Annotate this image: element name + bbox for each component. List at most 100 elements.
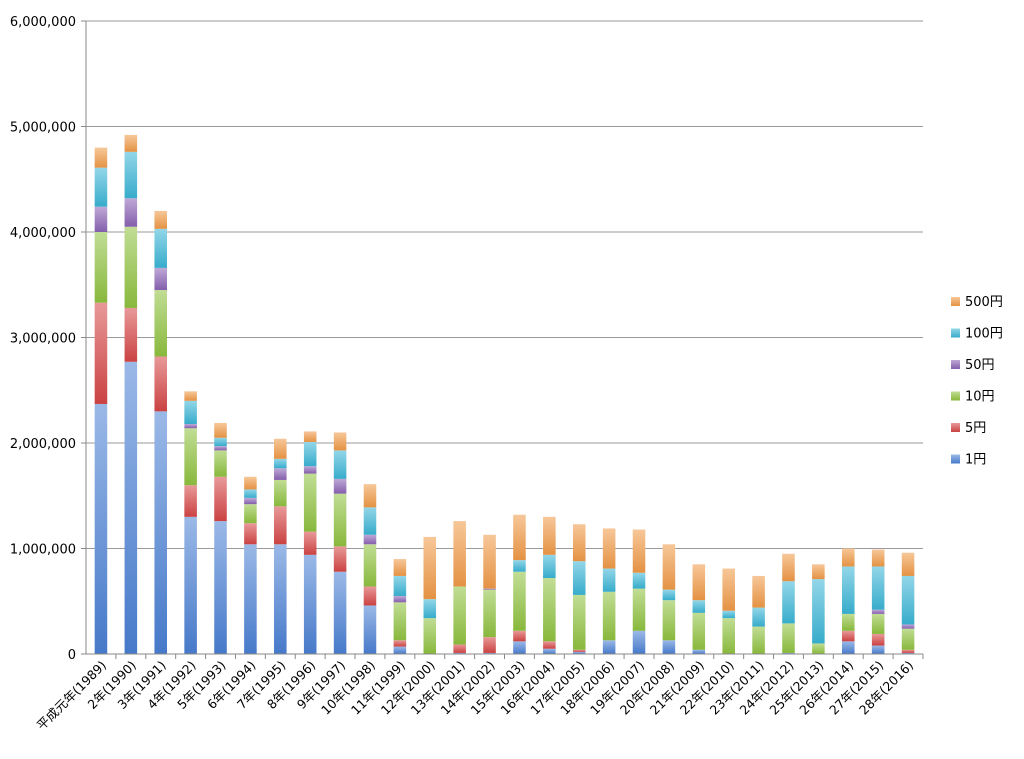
bar-segment-5円 xyxy=(901,649,915,653)
bar-segment-100円 xyxy=(782,581,795,624)
bar-segment-5円 xyxy=(184,485,197,517)
grid-lines xyxy=(86,20,923,549)
bar-segment-10円 xyxy=(184,428,197,486)
bar-segment-10円 xyxy=(274,479,287,507)
bar-segment-100円 xyxy=(812,579,825,644)
bar-segment-500円 xyxy=(602,528,616,569)
bar-segment-1円 xyxy=(214,521,227,654)
bar-segment-1円 xyxy=(453,652,466,654)
bar-segment-5円 xyxy=(154,356,168,412)
bar-segment-10円 xyxy=(94,232,108,303)
bar-segment-10円 xyxy=(752,626,765,654)
bar-segment-500円 xyxy=(841,548,855,567)
bar-segment-1円 xyxy=(662,640,676,654)
legend-swatch xyxy=(951,454,960,464)
bar-segment-100円 xyxy=(543,554,556,579)
bar-segment-10円 xyxy=(154,290,168,357)
bar-segment-10円 xyxy=(632,588,646,631)
bar-segment-500円 xyxy=(782,553,795,582)
bar-segment-10円 xyxy=(393,602,407,641)
bar-segment-10円 xyxy=(303,473,317,532)
bar-segment-500円 xyxy=(871,549,885,567)
bar-segment-1円 xyxy=(692,649,706,654)
y-tick-label: 2,000,000 xyxy=(10,437,76,452)
bar-segment-500円 xyxy=(632,529,646,573)
bar-segment-10円 xyxy=(692,612,706,650)
legend-label: 50円 xyxy=(965,358,995,373)
bar-segment-50円 xyxy=(901,624,915,629)
bar-segment-1円 xyxy=(871,645,885,654)
bar-segment-5円 xyxy=(214,476,227,522)
bar-segment-5円 xyxy=(303,531,317,555)
bar-segment-100円 xyxy=(423,599,437,619)
y-tick-label: 6,000,000 xyxy=(10,15,76,30)
bar-segment-10円 xyxy=(841,613,855,631)
bar-segment-500円 xyxy=(812,564,825,580)
bar-segment-1円 xyxy=(393,646,407,654)
bar-segment-100円 xyxy=(184,400,197,425)
bar-segment-100円 xyxy=(363,507,377,535)
legend: 500円 100円 50円 10円 5円 1円 xyxy=(951,295,1003,468)
bar-segment-5円 xyxy=(393,640,407,647)
legend-swatch xyxy=(951,423,960,432)
bar-segment-500円 xyxy=(692,564,706,601)
bar-segment-1円 xyxy=(94,403,108,654)
bar-segment-500円 xyxy=(363,484,377,508)
legend-label: 500円 xyxy=(965,295,1003,310)
y-tick-label: 4,000,000 xyxy=(10,226,76,241)
bar-segment-500円 xyxy=(572,524,586,562)
y-tick-label: 0 xyxy=(68,648,76,663)
bar-segment-5円 xyxy=(274,506,287,545)
bar-segment-100円 xyxy=(692,600,706,613)
axes xyxy=(81,20,924,659)
bar-segment-5円 xyxy=(483,637,496,653)
bar-segment-500円 xyxy=(393,559,407,576)
bar-segment-5円 xyxy=(453,644,466,653)
bar-segment-500円 xyxy=(244,476,257,490)
bar-segment-1円 xyxy=(602,640,616,654)
bar-segment-50円 xyxy=(244,497,257,505)
bar-segment-1円 xyxy=(572,651,586,654)
bar-segment-500円 xyxy=(483,534,496,589)
bar-segment-10円 xyxy=(722,618,735,654)
bar-segment-100円 xyxy=(393,575,407,596)
bars xyxy=(94,134,915,654)
bar-segment-100円 xyxy=(154,228,168,268)
bar-segment-100円 xyxy=(602,568,616,592)
bar-segment-100円 xyxy=(513,560,526,572)
legend-swatch xyxy=(951,328,960,338)
y-tick-labels: 0 1,000,000 2,000,000 3,000,000 4,000,000 5,0… xyxy=(10,15,76,663)
bar-segment-1円 xyxy=(513,641,526,654)
bar-segment-500円 xyxy=(214,422,227,438)
legend-label: 10円 xyxy=(965,390,995,405)
bar-segment-10円 xyxy=(901,628,915,650)
bar-segment-50円 xyxy=(483,588,496,590)
bar-segment-500円 xyxy=(94,147,108,168)
bar-segment-50円 xyxy=(154,267,168,291)
bar-segment-100円 xyxy=(901,575,915,625)
bar-segment-50円 xyxy=(393,595,407,603)
bar-segment-10円 xyxy=(602,591,616,641)
bar-segment-100円 xyxy=(124,151,138,199)
bar-segment-1円 xyxy=(244,544,257,654)
bar-segment-500円 xyxy=(662,544,676,590)
bar-segment-500円 xyxy=(333,432,347,451)
bar-segment-500円 xyxy=(722,568,735,611)
bar-segment-50円 xyxy=(303,466,317,474)
bar-segment-100円 xyxy=(662,589,676,601)
bar-segment-1円 xyxy=(841,641,855,654)
bar-segment-1円 xyxy=(363,605,377,654)
x-tick-labels: 平成元年(1989)2年(1990)3年(1991)4年(1992)5年(199… xyxy=(34,658,916,733)
bar-segment-10円 xyxy=(124,226,138,308)
bar-segment-50円 xyxy=(274,468,287,480)
bar-segment-100円 xyxy=(871,566,885,610)
bar-segment-50円 xyxy=(363,534,377,545)
bar-segment-1円 xyxy=(483,652,496,654)
legend-label: 1円 xyxy=(965,453,986,468)
bar-segment-100円 xyxy=(632,572,646,589)
legend-label: 100円 xyxy=(965,327,1003,342)
bar-segment-500円 xyxy=(303,431,317,442)
bar-segment-1円 xyxy=(543,648,556,654)
bar-segment-5円 xyxy=(244,523,257,545)
bar-segment-100円 xyxy=(841,566,855,614)
